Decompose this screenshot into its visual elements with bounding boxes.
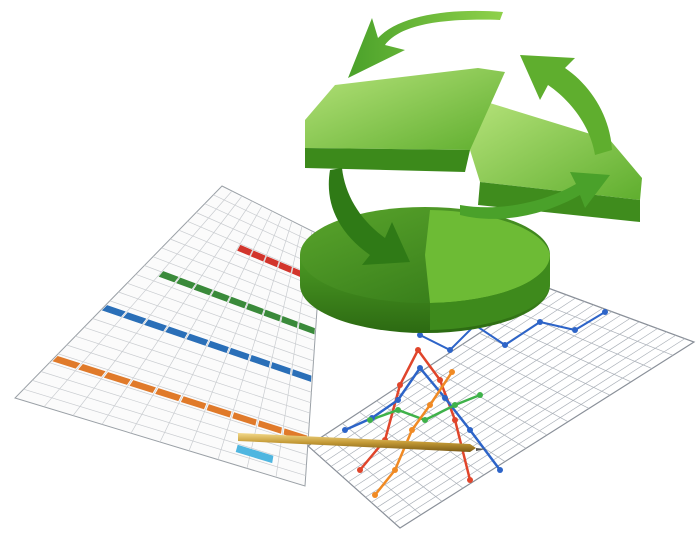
sheet-band	[235, 444, 274, 464]
graph-grid-line	[330, 301, 585, 467]
pie-illustration-part	[430, 255, 551, 330]
sheet-band	[193, 283, 213, 296]
sheet-column-line	[217, 220, 293, 460]
sheet-band	[250, 250, 266, 262]
graph-point	[497, 467, 503, 473]
pen-part	[238, 433, 476, 452]
graph-grid-line	[371, 324, 649, 503]
sheet-band	[228, 296, 247, 309]
graph-grid-line	[394, 338, 686, 524]
sheet-column-line	[130, 205, 263, 434]
sheet-band	[249, 354, 271, 368]
graph-point	[422, 417, 428, 423]
sheet-band	[246, 303, 264, 315]
sheet-band	[298, 322, 315, 335]
cycle-arrows-part	[460, 172, 610, 219]
graph-point	[467, 477, 473, 483]
cycle-arrows-part	[348, 10, 503, 78]
graph-grid-line	[388, 334, 676, 519]
sheet-column-line	[159, 210, 273, 443]
graph-point	[452, 402, 458, 408]
sheet-band	[180, 396, 207, 410]
graph-point	[537, 319, 543, 325]
graph-point	[572, 327, 578, 333]
sheet-band	[228, 347, 250, 361]
graph-point	[427, 402, 433, 408]
sheet-band	[123, 312, 147, 325]
graph-point	[367, 417, 373, 423]
graph-point	[602, 309, 608, 315]
sheet-column-line	[246, 225, 303, 469]
graph-point	[477, 392, 483, 398]
graph-point	[395, 397, 401, 403]
graph-paper-part	[307, 287, 696, 529]
graph-point	[417, 332, 423, 338]
sheet-band	[237, 244, 253, 256]
sheet-band	[103, 372, 131, 385]
sheet-band	[155, 388, 182, 402]
sheet-band	[263, 309, 281, 322]
sheet-band	[176, 277, 196, 289]
sheet-band	[158, 271, 179, 283]
graph-point	[397, 382, 403, 388]
graph-grid-line	[365, 321, 640, 498]
sheet-band	[264, 256, 279, 268]
graph-grid-line	[353, 314, 622, 488]
sheet-band	[232, 412, 257, 426]
sheet-column-line	[72, 195, 243, 416]
sheet-column-line	[43, 190, 233, 408]
sheet-band	[206, 404, 232, 418]
pie-illustration-part	[305, 148, 470, 172]
graph-point	[357, 467, 363, 473]
cycle-arrows-part	[328, 168, 410, 265]
graph-point	[449, 369, 455, 375]
pen	[238, 433, 486, 452]
sheet-band	[278, 261, 292, 273]
sheet-band	[291, 369, 312, 382]
sheet-band	[144, 319, 167, 332]
spreadsheet-sheet	[14, 185, 323, 487]
sheet-band	[207, 340, 229, 353]
graph-grid-line	[342, 307, 603, 478]
graph-grid-line	[319, 294, 567, 457]
graph-point	[452, 417, 458, 423]
sheet-band	[186, 333, 209, 346]
graph-grid-line	[359, 318, 631, 493]
pie-illustration-part	[425, 210, 551, 303]
sheet-band	[165, 326, 188, 339]
sheet-band	[129, 380, 156, 394]
sheet-band	[52, 356, 81, 369]
sheet-band	[281, 316, 298, 328]
graph-point	[502, 342, 508, 348]
cycle-arrows-part	[520, 55, 612, 155]
graph-point	[442, 395, 448, 401]
sheet-band	[211, 290, 230, 302]
graph-point	[415, 347, 421, 353]
graph-point	[447, 347, 453, 353]
graph-point	[342, 427, 348, 433]
sheet-column-line	[188, 215, 283, 451]
sheet-band	[101, 305, 126, 317]
graph-point	[409, 427, 415, 433]
sheet-band	[257, 420, 282, 434]
graph-point	[395, 407, 401, 413]
sheet-column-line	[101, 200, 253, 425]
sheet-band	[78, 364, 106, 377]
graph-grid-line	[376, 328, 658, 508]
cycle-arrows	[328, 10, 612, 265]
pie-illustration-part	[305, 68, 505, 150]
graph-point	[467, 427, 473, 433]
graph-point	[437, 377, 443, 383]
sheet-band	[270, 362, 291, 375]
pen-part	[476, 448, 486, 451]
graph-grid-line	[382, 331, 667, 513]
graph-point	[417, 365, 423, 371]
graph-point	[392, 467, 398, 473]
graph-point	[372, 492, 378, 498]
